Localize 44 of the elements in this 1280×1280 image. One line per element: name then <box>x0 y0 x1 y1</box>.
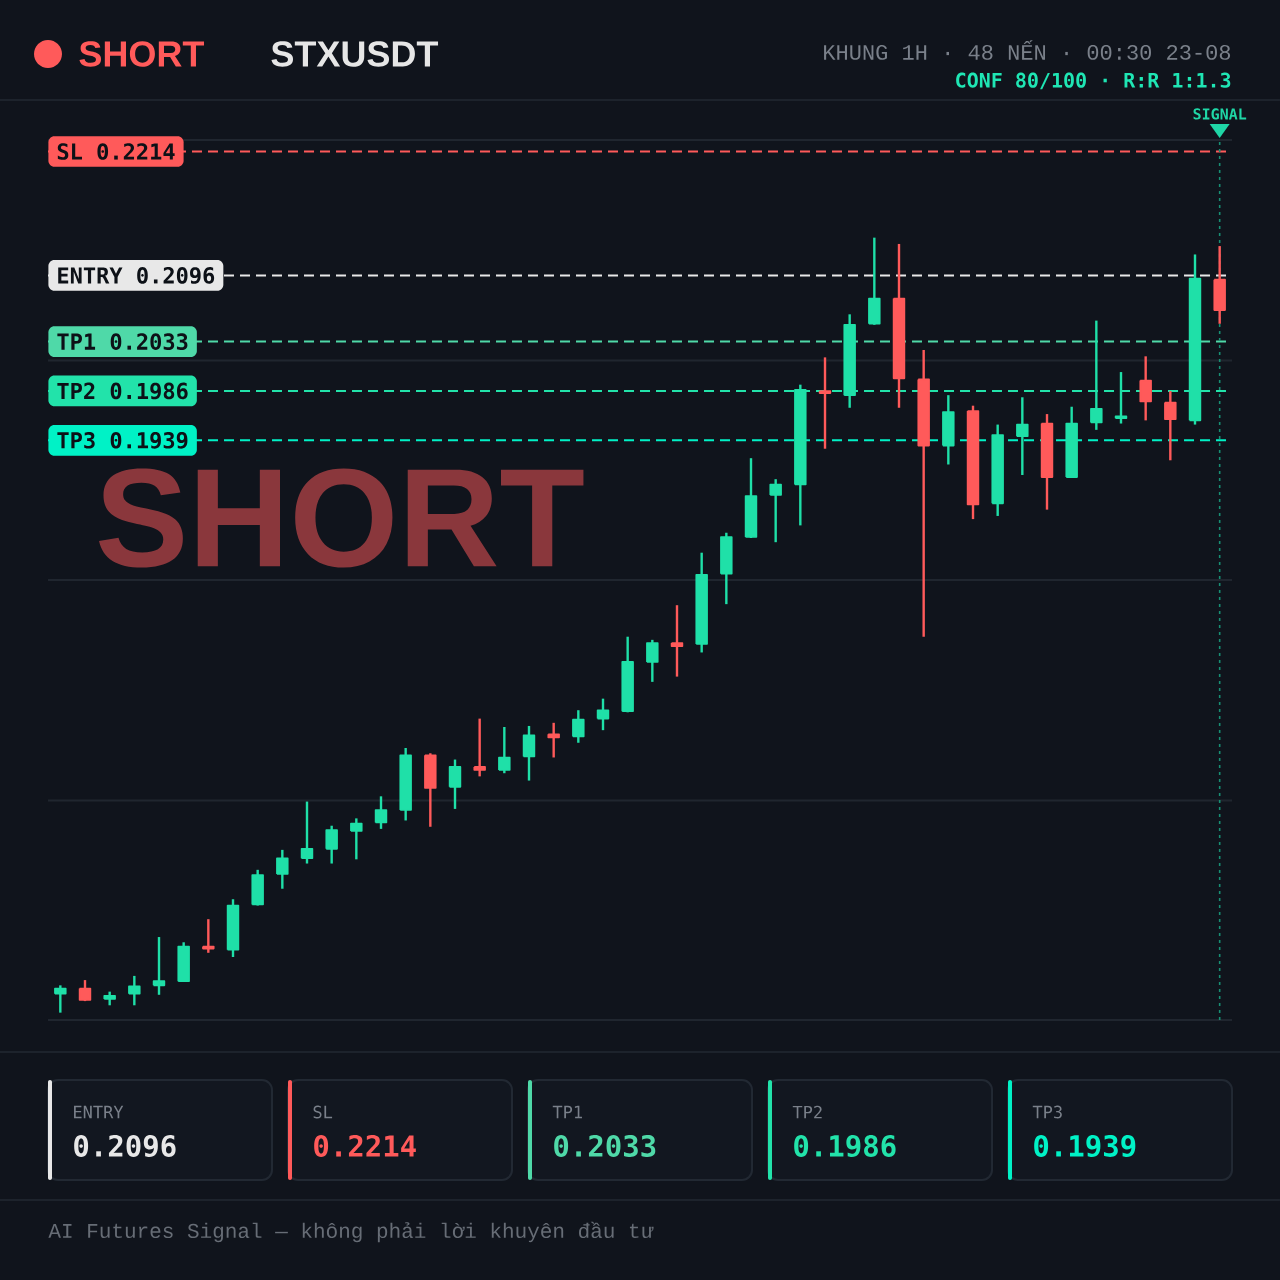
candlestick <box>572 709 585 744</box>
text: 0.1939 <box>1034 1134 1136 1158</box>
text: ENTRY <box>74 1105 124 1119</box>
candlestick <box>276 848 289 890</box>
text: SL <box>313 1105 333 1119</box>
candlestick <box>448 758 462 811</box>
candlestick <box>547 721 560 759</box>
text: 0.2214 <box>314 1135 416 1157</box>
text: KHUNG 1H · 48 NẾN · 00:30 23-08 <box>824 40 1231 60</box>
text: TP3 <box>1032 1105 1062 1119</box>
ref-line-label: TP3 0.1939 <box>57 431 188 449</box>
candlestick <box>646 638 659 684</box>
chart-title: SHORT <box>79 41 205 67</box>
candlestick <box>350 817 363 861</box>
chart-subtitle: STXUSDT <box>271 41 439 67</box>
candlestick <box>522 724 536 782</box>
candlestick <box>1164 389 1177 462</box>
candlestick <box>152 935 166 996</box>
candlestick <box>1139 355 1152 422</box>
ref-line-label: SL 0.2214 <box>57 143 175 160</box>
candlestick <box>128 974 141 1007</box>
candlestick <box>769 477 782 544</box>
text: TP1 <box>552 1105 582 1119</box>
ref-line-label: ENTRY 0.2096 <box>58 267 215 284</box>
text: TP2 <box>792 1105 822 1119</box>
text: 0.2033 <box>554 1135 656 1157</box>
text: CONF 80/100 · R:R 1:1.3 <box>956 72 1231 90</box>
candlestick <box>473 717 486 778</box>
annotation: SHORT <box>99 468 584 568</box>
text: SIGNAL <box>1193 108 1247 120</box>
candlestick <box>498 725 511 775</box>
text: 0.1986 <box>794 1134 896 1158</box>
candlestick <box>1016 396 1029 477</box>
ref-line-label: TP1 0.2033 <box>57 333 188 350</box>
text: AI Futures Signal — không phải lời khuyên đầu tư <box>48 1221 654 1243</box>
candlestick <box>54 984 67 1014</box>
candlestick <box>818 356 832 450</box>
candlestick <box>325 824 338 865</box>
candlestick <box>596 697 610 732</box>
ref-line-label: TP2 0.1986 <box>57 382 188 400</box>
candlestick <box>670 604 684 678</box>
candlestick <box>300 800 314 865</box>
candlestick <box>374 795 388 831</box>
text: 0.2096 <box>74 1134 176 1158</box>
